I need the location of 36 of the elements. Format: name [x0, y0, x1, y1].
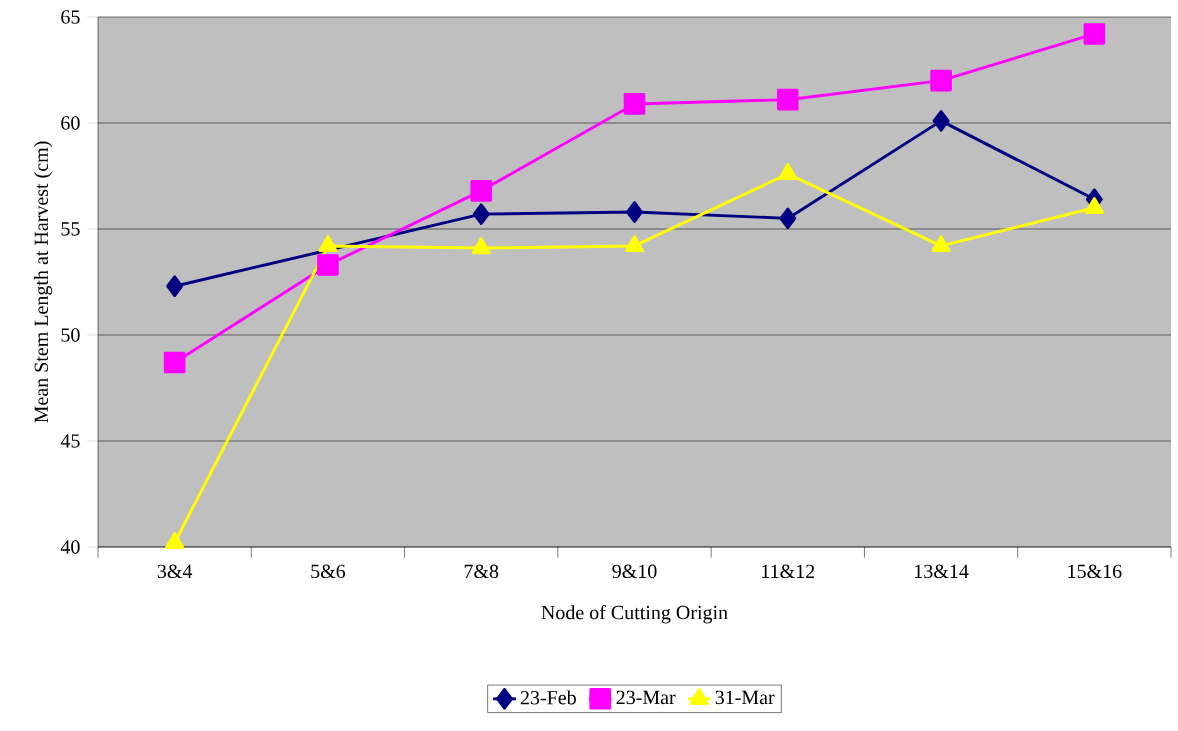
x-axis-title: Node of Cutting Origin [541, 605, 728, 624]
x-tick-label: 7&8 [464, 564, 499, 579]
x-tick-label: 5&6 [311, 564, 346, 579]
x-tick-label: 13&14 [915, 564, 969, 579]
x-tick-label: 11&12 [762, 564, 815, 579]
point [472, 203, 490, 225]
point [930, 69, 952, 92]
point [471, 237, 491, 255]
y-tick-label: 45 [60, 434, 80, 448]
point [1083, 23, 1106, 45]
legend-label: 23-Mar [616, 690, 676, 705]
point [623, 93, 646, 115]
y-axis-title: Mean Stem Length at Harvest (cm) [33, 141, 53, 423]
y-tick-label: 60 [61, 116, 80, 130]
point [776, 88, 799, 111]
point [166, 275, 184, 298]
point [163, 351, 186, 374]
point [318, 235, 338, 253]
point [932, 110, 950, 132]
point [317, 254, 339, 276]
y-tick-label: 55 [61, 222, 80, 236]
x-tick-label: 15&16 [1068, 564, 1122, 579]
point [165, 531, 185, 549]
legend-label: 31-Mar [715, 690, 775, 705]
x-tick-label: 3&4 [157, 564, 193, 579]
point [931, 235, 951, 253]
point [778, 163, 798, 181]
point [626, 201, 643, 223]
point [779, 207, 797, 230]
legend-label: 23-Feb [520, 690, 576, 705]
y-tick-label: 40 [60, 540, 80, 554]
y-tick-label: 65 [61, 10, 80, 24]
x-tick-label: 9&10 [612, 564, 657, 579]
point [624, 235, 645, 253]
point [470, 180, 493, 202]
y-tick-label: 50 [61, 328, 80, 342]
